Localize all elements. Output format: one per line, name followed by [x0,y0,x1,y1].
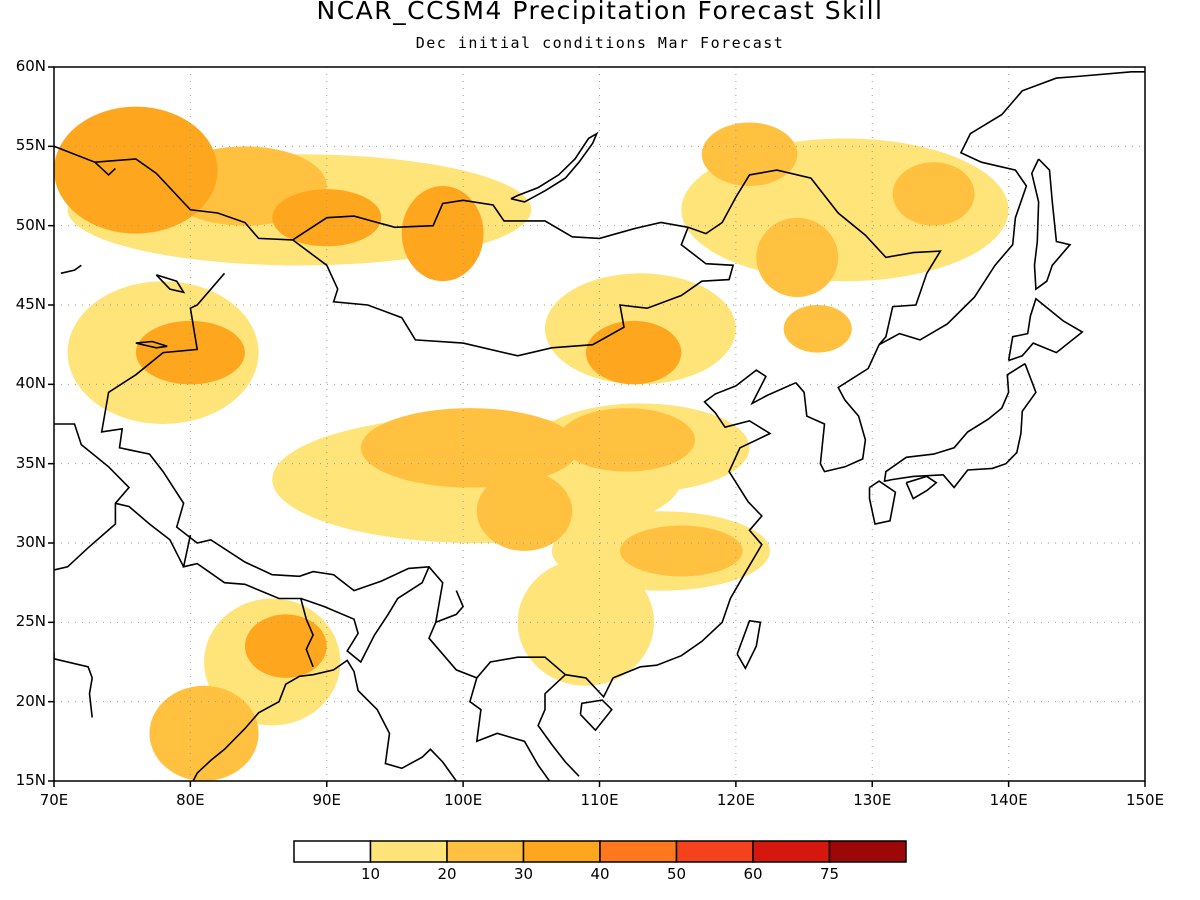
coastline-path [878,71,1145,346]
coastline-path [192,659,457,781]
skill-region-north-china [558,408,695,472]
colorbar-swatch [369,840,448,863]
lon-label: 100E [444,791,483,809]
coastline-path [579,699,613,732]
skill-region-amur-north [701,122,798,186]
coastline-path [54,145,293,241]
lat-label: 50N [15,215,46,234]
lon-label: 140E [989,791,1028,809]
lon-label: 120E [716,791,755,809]
coastline-path [54,652,94,718]
colorbar-label: 60 [743,865,763,883]
coastline-path [292,169,942,346]
lon-label: 130E [853,791,892,809]
coastline-path [1030,158,1072,291]
colorbar-swatch [828,840,907,863]
skill-region-sichuan [476,471,573,551]
lat-label: 25N [15,612,46,631]
lat-label: 55N [15,136,46,155]
colorbar-swatch [599,840,678,863]
coastline-path [795,344,880,473]
lon-label: 110E [580,791,619,809]
skill-region-tibet-east [360,408,580,488]
coastline-path [155,274,186,294]
coastline-path [54,423,131,571]
coastline-path [435,590,465,624]
skill-region-bengal [244,614,327,678]
chart-title: NCAR_CCSM4 Precipitation Forecast Skill [316,0,884,25]
skill-region-manchuria-south [783,305,852,353]
coastline-path [300,566,430,664]
colorbar [293,840,907,863]
coastline-path [135,340,168,349]
chart-subtitle: Dec initial conditions Mar Forecast [415,34,785,52]
lon-label: 80E [176,791,205,809]
colorbar-swatch [293,840,372,863]
coastline-path [115,502,185,568]
coastline-path [565,369,797,699]
coastline-path [60,264,82,275]
skill-region-india-east [149,685,259,781]
coastline-path [94,161,116,176]
colorbar-label: 20 [437,865,457,883]
lat-label: 30N [15,533,46,551]
coastlines-borders [54,71,1145,781]
colorbar-label: 40 [590,865,610,883]
lon-label: 90E [312,791,342,809]
skill-region-yangtze [619,525,743,577]
colorbar-label: 10 [360,865,381,883]
colorbar-swatch [675,840,754,863]
coastline-path [182,534,314,668]
colorbar-label: 75 [819,865,840,883]
colorbar-label: 30 [513,865,534,883]
lat-label: 20N [15,691,46,710]
colorbar-swatch [522,840,601,863]
coastline-path [868,480,897,525]
coastline-path [468,677,551,781]
axis-ticks [48,66,1146,787]
lat-label: 15N [15,771,46,789]
lat-label: 60N [15,57,46,75]
lon-label: 70E [39,791,69,809]
coastline-path [905,475,938,500]
coastline-path [292,227,735,357]
lat-label: 45N [15,295,46,313]
lat-label: 35N [15,453,46,472]
colorbar-label: 50 [666,865,687,883]
skill-region-western-siberia-west [54,106,218,234]
skill-region-south-china [517,558,655,686]
skill-region-manchuria [756,217,839,298]
lon-label: 150E [1125,791,1165,809]
colorbar-swatch [446,840,525,863]
coastline-path [100,272,566,679]
coastline-path [510,131,599,203]
coastline-path [883,363,1037,489]
skill-region-okhotsk-west [892,162,975,226]
lat-label: 40N [15,374,46,393]
skill-region-lake-baikal-west [401,186,484,282]
skill-region-inner-mongolia [585,320,682,385]
coastline-path [1007,297,1084,362]
skill-region-kazakhstan-east [135,320,245,385]
graticule [54,67,1145,781]
colorbar-swatch [752,840,831,863]
coastline-path [537,674,580,777]
coastline-path [736,619,762,670]
